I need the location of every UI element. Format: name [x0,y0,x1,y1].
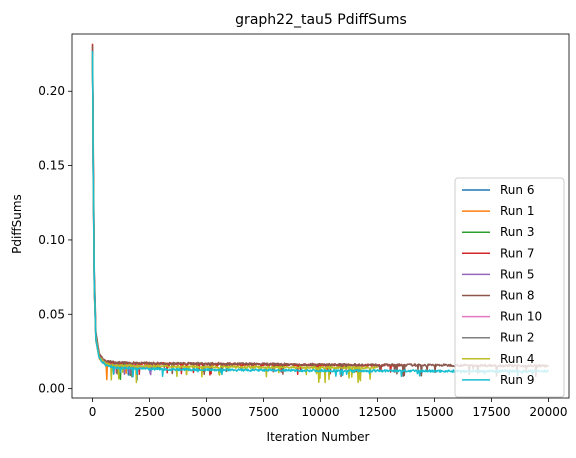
y-tick-label: 0.15 [38,159,65,173]
x-axis-title: Iteration Number [267,430,370,444]
x-tick-label: 7500 [248,405,279,419]
legend: Run 6 Run 1 Run 3 Run 7 Run 5 Run 8 Run 10 Run … [454,177,565,398]
legend-label: Run 2 [500,331,534,345]
series-line-run-4 [91,52,379,384]
legend-label: Run 10 [500,310,542,324]
series-line-run-5 [91,52,153,376]
legend-label: Run 5 [500,267,534,281]
series-line-run-2 [91,55,139,378]
x-tick-label: 0 [89,405,97,419]
legend-label: Run 7 [500,246,534,260]
y-axis-title: PdiffSums [10,194,24,254]
series-line-run-6 [91,54,162,381]
axes: 0 2500 5000 7500 10000 12500 15000 17500 20000 0.… [38,33,570,419]
x-tick-label: 10000 [301,405,339,419]
x-tick-label: 17500 [472,405,510,419]
x-tick-label: 12500 [358,405,396,419]
x-tick-label: 20000 [529,405,567,419]
chart-title: graph22_tau5 PdiffSums [235,12,407,28]
y-tick-label: 0.05 [38,307,65,321]
legend-label: Run 3 [500,225,534,239]
legend-label: Run 1 [500,204,534,218]
x-tick-label: 2500 [134,405,165,419]
legend-label: Run 9 [500,373,534,387]
x-tick-label: 15000 [415,405,453,419]
legend-label: Run 6 [500,183,534,197]
y-tick-label: 0.10 [38,233,65,247]
y-tick-label: 0.00 [38,382,65,396]
x-tick-label: 5000 [191,405,222,419]
series-line-run-3 [91,52,139,381]
series-line-run-7 [91,43,406,376]
series-line-run-10 [91,54,151,376]
y-tick-label: 0.20 [38,84,65,98]
legend-label: Run 8 [500,289,534,303]
series-line-run-1 [91,55,139,381]
legend-label: Run 4 [500,352,534,366]
